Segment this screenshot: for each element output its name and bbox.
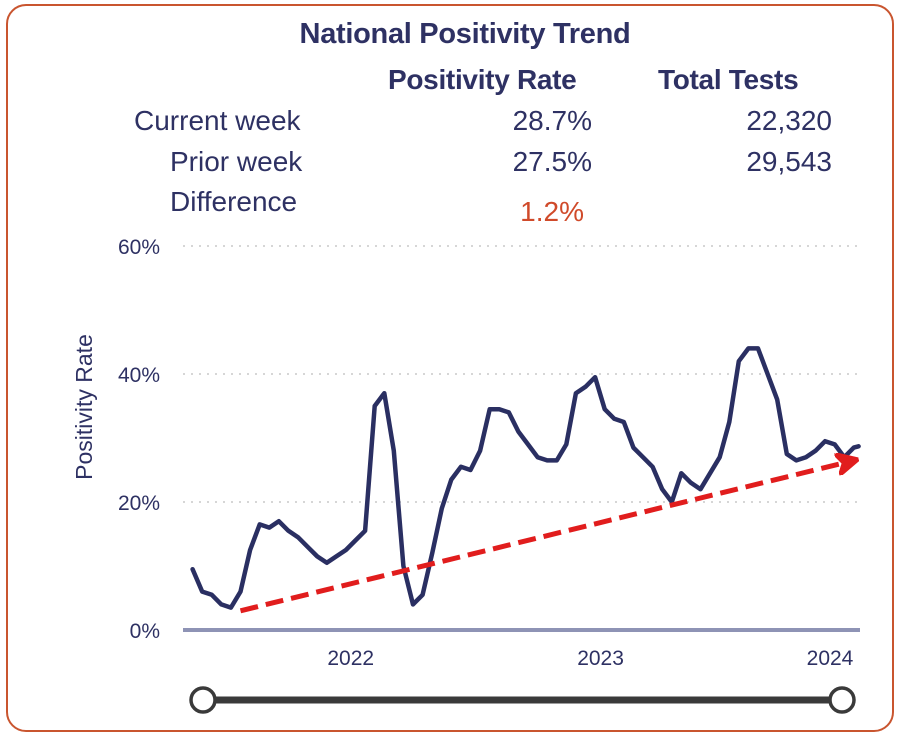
chart-title: National Positivity Trend <box>299 18 631 50</box>
y-tick-label: 60% <box>118 236 160 259</box>
y-tick-label: 0% <box>130 620 160 643</box>
prior-week-tests: 29,543 <box>746 146 832 177</box>
x-tick-label: 2022 <box>327 647 374 670</box>
current-week-rate: 28.7% <box>512 105 592 136</box>
current-week-tests: 22,320 <box>746 105 832 136</box>
row-label-prior-week: Prior week <box>170 146 303 177</box>
positivity-series-line <box>190 346 861 610</box>
range-slider[interactable] <box>189 686 856 714</box>
y-axis-label: Positivity Rate <box>71 334 97 480</box>
y-tick-label: 40% <box>118 364 160 387</box>
x-tick-label: 2024 <box>807 647 854 670</box>
difference-rate: 1.2% <box>520 196 584 227</box>
prior-week-rate: 27.5% <box>512 146 592 177</box>
row-label-difference: Difference <box>170 186 298 217</box>
column-header-positivity-rate: Positivity Rate <box>388 64 577 95</box>
chart-card <box>6 4 894 732</box>
x-tick-label: 2023 <box>577 647 624 670</box>
trend-arrow <box>239 461 851 614</box>
y-tick-label: 20% <box>118 492 160 515</box>
column-header-total-tests: Total Tests <box>658 64 799 95</box>
range-slider-end-handle[interactable] <box>828 686 856 714</box>
row-label-current-week: Current week <box>134 105 301 136</box>
range-slider-start-handle[interactable] <box>189 686 217 714</box>
